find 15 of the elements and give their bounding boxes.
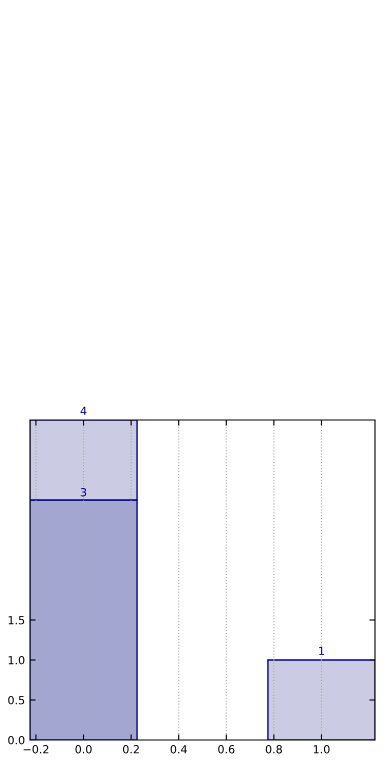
y-tick-label: 1.5 xyxy=(8,616,24,624)
x-tick-label: 0.6 xyxy=(218,745,234,754)
x-tick-label: 1.0 xyxy=(314,745,330,754)
x-tick-label: −0.2 xyxy=(24,745,48,754)
data-label: 3 xyxy=(80,488,86,496)
total-label: 1 xyxy=(319,646,324,655)
bar xyxy=(267,659,375,740)
x-tick-label: 0.8 xyxy=(266,745,282,754)
y-tick-label: 0.0 xyxy=(8,736,24,744)
total-label: 4 xyxy=(80,406,86,415)
x-tick-label: 0.2 xyxy=(123,745,139,754)
y-tick-label: 1.0 xyxy=(8,656,24,664)
x-tick-label: 0.0 xyxy=(75,745,92,754)
y-tick-label: 0.5 xyxy=(8,696,24,704)
x-tick-label: 0.4 xyxy=(170,745,187,754)
